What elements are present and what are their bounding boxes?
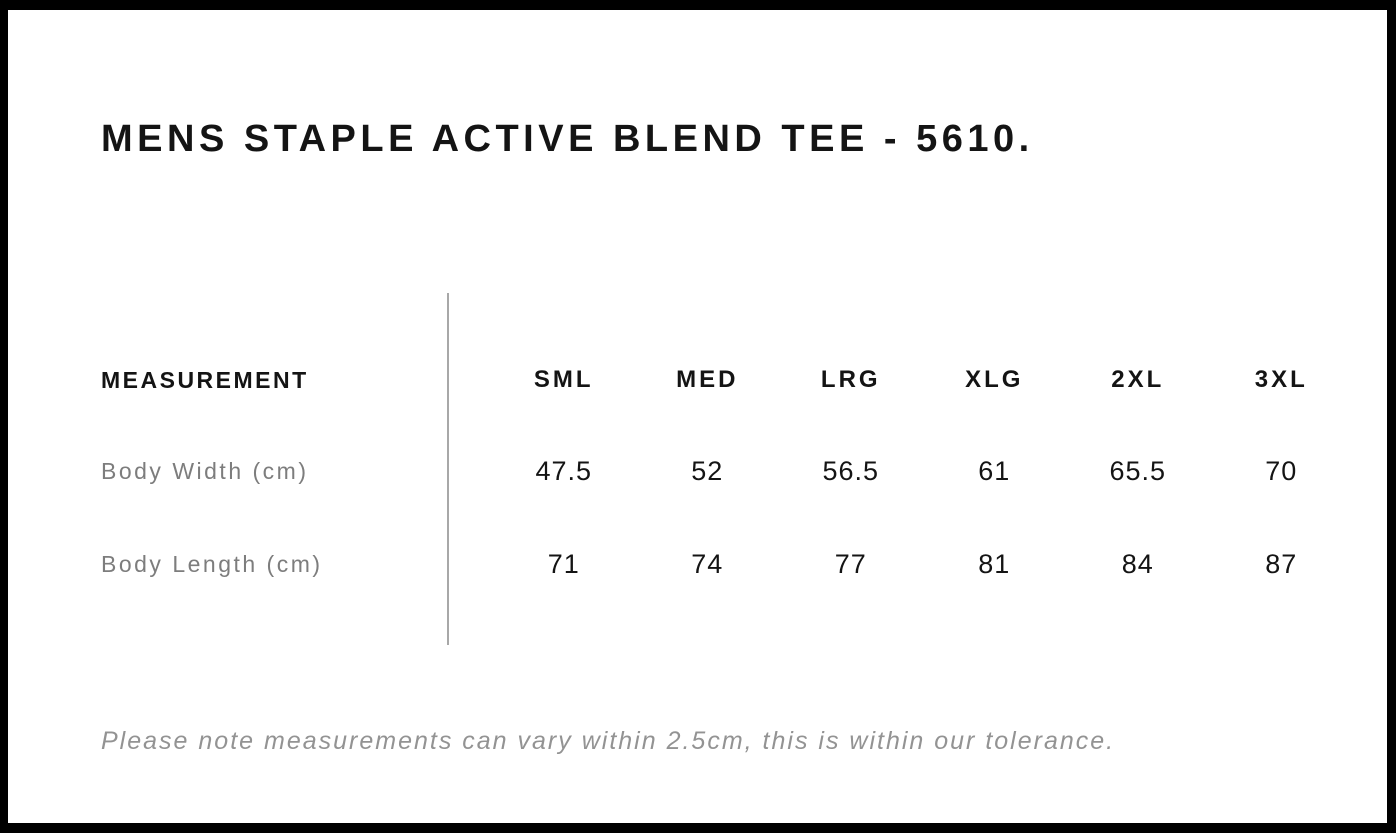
page-title: MENS STAPLE ACTIVE BLEND TEE - 5610. bbox=[101, 118, 1034, 160]
table-row-body-width: Body Width (cm) 47.5 52 56.5 61 65.5 70 bbox=[101, 453, 1356, 489]
column-header-3xl: 3XL bbox=[1254, 366, 1308, 393]
body-length-2xl: 84 bbox=[1121, 549, 1154, 579]
row-label-body-length: Body Length (cm) bbox=[101, 551, 323, 577]
body-width-xlg: 61 bbox=[978, 456, 1011, 486]
body-width-3xl: 70 bbox=[1265, 456, 1298, 486]
row-label-body-width: Body Width (cm) bbox=[101, 458, 309, 484]
tolerance-note: Please note measurements can vary within… bbox=[101, 727, 1116, 755]
column-header-xlg: XLG bbox=[965, 366, 1024, 393]
column-header-med: MED bbox=[676, 366, 739, 393]
column-header-sml: SML bbox=[533, 366, 594, 393]
body-width-2xl: 65.5 bbox=[1109, 456, 1167, 486]
body-width-med: 52 bbox=[691, 456, 724, 486]
column-header-2xl: 2XL bbox=[1111, 366, 1165, 393]
table-vertical-divider bbox=[447, 293, 449, 645]
body-length-xlg: 81 bbox=[978, 549, 1011, 579]
body-length-sml: 71 bbox=[547, 549, 580, 579]
body-width-sml: 47.5 bbox=[535, 456, 593, 486]
body-length-3xl: 87 bbox=[1265, 549, 1298, 579]
column-header-measurement: MEASUREMENT bbox=[101, 367, 309, 393]
column-header-lrg: LRG bbox=[820, 366, 881, 393]
body-length-lrg: 77 bbox=[834, 549, 867, 579]
body-length-med: 74 bbox=[691, 549, 724, 579]
table-row-body-length: Body Length (cm) 71 74 77 81 84 87 bbox=[101, 546, 1356, 582]
size-chart-table: MEASUREMENT SML MED LRG XLG 2XL 3XL Body… bbox=[101, 293, 1356, 645]
body-width-lrg: 56.5 bbox=[822, 456, 880, 486]
table-header-row: MEASUREMENT SML MED LRG XLG 2XL 3XL bbox=[101, 362, 1356, 398]
